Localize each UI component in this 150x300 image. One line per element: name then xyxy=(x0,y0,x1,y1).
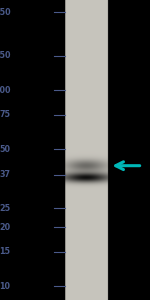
Bar xyxy=(65,0,108,300)
Text: 37: 37 xyxy=(0,170,11,179)
Text: 150: 150 xyxy=(0,51,11,60)
Text: 250: 250 xyxy=(0,8,11,17)
Text: 75: 75 xyxy=(0,110,11,119)
Text: 10: 10 xyxy=(0,282,11,291)
Text: 20: 20 xyxy=(0,223,11,232)
Text: 25: 25 xyxy=(0,204,11,213)
Text: 15: 15 xyxy=(0,247,11,256)
Text: 100: 100 xyxy=(0,86,11,95)
Text: 50: 50 xyxy=(0,145,11,154)
